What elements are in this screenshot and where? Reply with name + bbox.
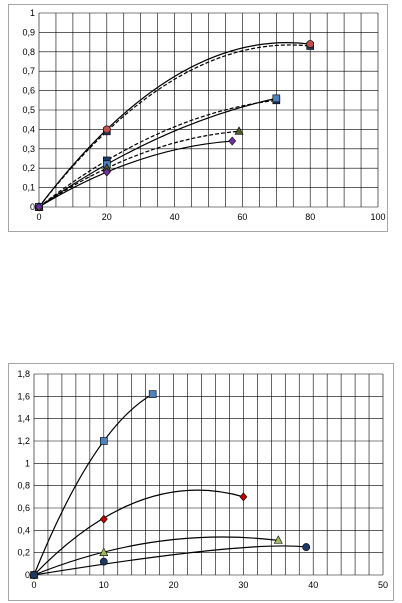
series-line <box>38 42 311 208</box>
data-point-triangle <box>273 535 283 544</box>
x-tick-label: 40 <box>308 580 318 590</box>
y-tick-label: 1,6 <box>17 391 30 401</box>
x-tick-label: 100 <box>370 212 385 222</box>
y-tick-label: 1 <box>30 8 35 18</box>
y-tick-label: 0,4 <box>17 525 30 535</box>
y-tick-label: 0 <box>25 570 30 580</box>
data-point-circle <box>30 571 38 579</box>
series-line <box>33 536 279 576</box>
series-line <box>33 545 307 576</box>
y-tick-label: 0,1 <box>22 183 35 193</box>
data-point-circle <box>306 40 315 48</box>
y-tick-label: 1,4 <box>17 414 30 424</box>
series-line <box>38 44 311 208</box>
chart-bottom: 0 0,2 0,4 0,6 0,8 1 1,2 1,4 1,6 1,8 0 10 20 30 40 50 <box>17 369 388 590</box>
x-tick-label: 0 <box>31 580 36 590</box>
data-point-triangle <box>99 547 109 556</box>
chart-frame-top: 0 0,1 0,2 0,3 0,4 0,5 0,6 0,7 0,8 0,9 1 0 20 40 60 80 10… <box>8 4 388 232</box>
data-point-diamond <box>228 136 237 146</box>
x-tick-label: 60 <box>237 212 247 222</box>
y-tick-label: 0 <box>30 202 35 212</box>
x-tick-label: 50 <box>378 580 388 590</box>
data-point-circle <box>302 543 311 551</box>
y-tick-label: 1 <box>25 458 30 468</box>
data-point-square <box>100 437 108 445</box>
data-point-diamond <box>35 202 43 212</box>
chart-top: 0 0,1 0,2 0,3 0,4 0,5 0,6 0,7 0,8 0,9 1 0 20 40 60 80 10… <box>22 8 385 222</box>
x-tick-label: 20 <box>169 580 179 590</box>
y-tick-label: 0,7 <box>22 66 35 76</box>
x-tick-label: 10 <box>99 580 109 590</box>
data-point-diamond <box>99 514 108 524</box>
series-line <box>33 393 153 576</box>
x-tick-label: 20 <box>102 212 112 222</box>
y-tick-label: 0,2 <box>17 548 30 558</box>
y-tick-label: 0,4 <box>22 124 35 134</box>
data-point-square <box>148 390 157 398</box>
series-line <box>38 99 277 208</box>
data-point-circle <box>99 557 108 566</box>
x-tick-label: 40 <box>170 212 180 222</box>
y-tick-label: 0,3 <box>22 144 35 154</box>
y-tick-label: 0,9 <box>22 27 35 37</box>
y-tick-label: 0,8 <box>22 47 35 57</box>
x-tick-label: 30 <box>238 580 248 590</box>
y-tick-label: 0,5 <box>22 105 35 115</box>
y-tick-label: 0,6 <box>17 503 30 513</box>
data-point-square <box>272 94 281 103</box>
series-line <box>38 140 233 208</box>
series-line <box>33 489 244 576</box>
data-point-triangle <box>234 126 244 135</box>
series-line <box>38 97 277 208</box>
y-tick-label: 1,2 <box>17 436 30 446</box>
data-point-diamond <box>102 167 111 177</box>
y-tick-label: 1,8 <box>17 369 30 379</box>
y-tick-label: 0,6 <box>22 86 35 96</box>
x-tick-label: 80 <box>305 212 315 222</box>
y-tick-label: 0,8 <box>17 481 30 491</box>
data-point-diamond <box>239 492 248 502</box>
x-tick-label: 0 <box>36 212 41 222</box>
y-tick-label: 0,2 <box>22 163 35 173</box>
data-point-circle <box>102 125 111 134</box>
chart-frame-bottom: 0 0,2 0,4 0,6 0,8 1 1,2 1,4 1,6 1,8 0 10 20 30 40 50 <box>8 363 394 601</box>
